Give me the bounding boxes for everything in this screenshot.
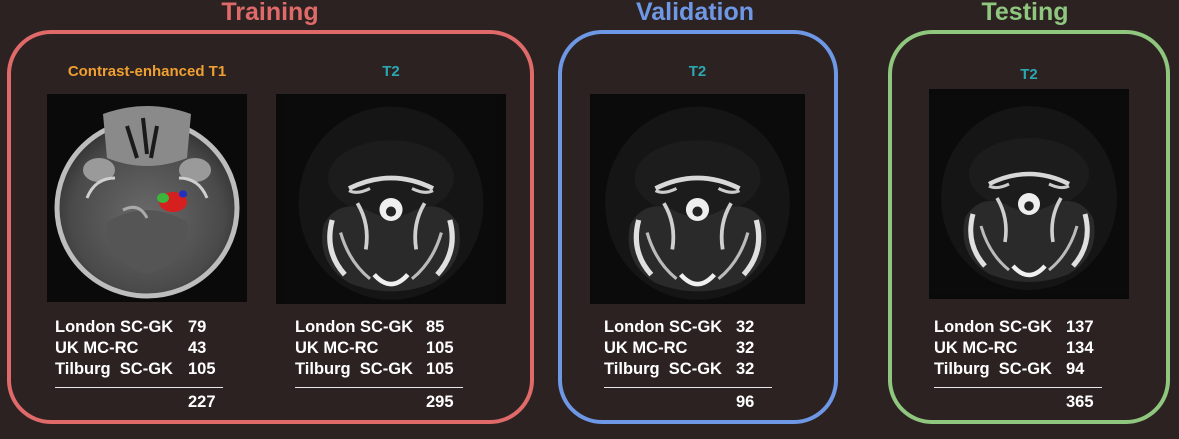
site-name: UK MC-RC <box>604 339 688 357</box>
ce-t1-scan-image <box>47 94 247 302</box>
testing-panel <box>888 30 1170 424</box>
site-name: Tilburg SC-GK <box>295 360 413 378</box>
training-t2-stats: London SC-GK 85 UK MC-RC 105 Tilburg SC-GK… <box>295 317 465 411</box>
validation-title: Validation <box>635 0 755 26</box>
site-name: London SC-GK <box>604 318 723 336</box>
testing-t2-label: T2 <box>1020 66 1038 83</box>
testing-t2-stats: London SC-GK 137 UK MC-RC 134 Tilburg SC-G… <box>934 317 1104 411</box>
sum-divider <box>55 387 223 388</box>
testing-t2-scan-image <box>929 89 1129 299</box>
site-count: 32 <box>736 318 755 336</box>
sum-divider <box>604 387 772 388</box>
site-name: UK MC-RC <box>934 339 1018 357</box>
validation-t2-stats: London SC-GK 32 UK MC-RC 32 Tilburg SC-GK 3… <box>604 317 774 411</box>
site-name: London SC-GK <box>55 318 174 336</box>
site-count: 79 <box>188 318 207 336</box>
site-count: 32 <box>736 360 755 378</box>
total-count: 96 <box>736 393 755 411</box>
total-count: 227 <box>188 393 216 411</box>
site-name: UK MC-RC <box>55 339 139 357</box>
total-count: 365 <box>1066 393 1094 411</box>
site-count: 105 <box>426 339 454 357</box>
site-count: 105 <box>426 360 454 378</box>
validation-t2-scan-image <box>590 94 805 304</box>
site-name: Tilburg SC-GK <box>604 360 722 378</box>
site-count: 85 <box>426 318 445 336</box>
ce-t1-stats: London SC-GK 79 UK MC-RC 43 Tilburg SC-GK 1… <box>55 317 225 411</box>
site-count: 43 <box>188 339 207 357</box>
ce-t1-label: Contrast-enhanced T1 <box>67 63 227 80</box>
training-t2-scan-image <box>276 94 506 304</box>
site-name: London SC-GK <box>295 318 414 336</box>
training-t2-label: T2 <box>382 63 400 80</box>
validation-panel <box>558 30 838 424</box>
testing-title: Testing <box>981 0 1069 26</box>
site-count: 94 <box>1066 360 1085 378</box>
training-panel <box>7 30 534 424</box>
site-count: 137 <box>1066 318 1094 336</box>
training-title: Training <box>221 0 319 26</box>
site-name: London SC-GK <box>934 318 1053 336</box>
site-count: 32 <box>736 339 755 357</box>
sum-divider <box>934 387 1102 388</box>
validation-t2-label: T2 <box>688 63 707 80</box>
site-count: 105 <box>188 360 216 378</box>
site-name: Tilburg SC-GK <box>934 360 1052 378</box>
site-name: Tilburg SC-GK <box>55 360 173 378</box>
site-name: UK MC-RC <box>295 339 379 357</box>
site-count: 134 <box>1066 339 1094 357</box>
total-count: 295 <box>426 393 454 411</box>
sum-divider <box>295 387 463 388</box>
